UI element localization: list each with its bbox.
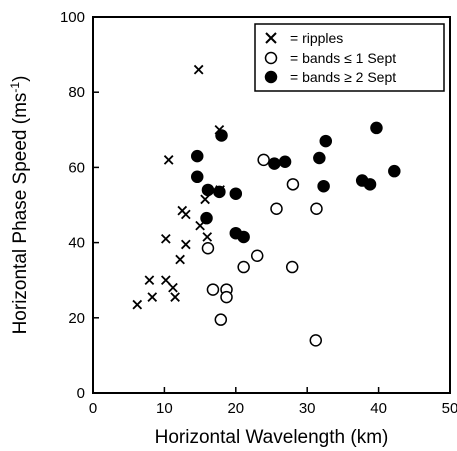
band-early-point [310,202,323,216]
ripple-point [180,239,191,250]
band-early-point [237,260,250,274]
band-late-point [370,121,383,135]
band-early-point [285,260,299,274]
band-late-point [319,134,333,148]
ripple-point [193,64,204,75]
legend-marker-bands-late [264,70,278,84]
ripple-point [160,234,171,244]
band-late-point [200,211,213,225]
y-tick-label: 20 [68,310,85,327]
band-early-point [206,283,220,296]
legend-label-bands-late: = bands ≥ 2 Sept [290,69,396,85]
legend-marker-ripples [265,32,277,44]
ripple-point [168,282,178,293]
band-late-point [388,164,401,178]
y-axis-label: Horizontal Phase Speed (ms-1) [8,76,31,335]
ripple-point [163,155,174,165]
x-tick-label: 0 [89,400,97,417]
legend-label-bands-early: = bands ≤ 1 Sept [290,50,396,66]
band-late-point [215,129,228,142]
data-points [132,64,401,347]
ripple-point [200,194,210,205]
band-late-point [190,149,204,163]
band-late-point [313,151,326,165]
band-early-point [220,290,233,304]
ripple-point [202,232,213,242]
legend-box [254,23,445,92]
band-late-point [317,179,330,193]
ripple-point [144,275,155,286]
band-late-point [268,157,281,170]
y-tick-label: 100 [60,9,85,26]
y-tick-label: 80 [68,84,85,101]
x-tick-label: 10 [156,400,173,417]
legend-label-ripples: = ripples [290,30,343,46]
plot-frame [92,16,451,394]
ripple-point [180,209,191,220]
band-early-point [309,334,323,347]
ripple-point [160,275,171,286]
legend-marker-bands-early [264,51,278,65]
band-early-point [214,313,228,326]
ripple-point [170,292,180,302]
x-tick-label: 40 [370,400,387,417]
y-tick-label: 60 [68,159,85,176]
band-early-point [250,249,264,263]
band-early-point [286,178,300,191]
y-tick-label: 40 [68,235,85,252]
x-tick-label: 50 [442,400,457,417]
x-axis-label: Horizontal Wavelength (km) [155,427,389,448]
band-late-point [190,170,204,184]
legend: = ripples = bands ≤ 1 Sept = bands ≥ 2 S… [254,23,445,92]
ripple-point [132,299,143,310]
band-early-point [201,241,215,255]
band-late-point [229,187,243,200]
band-early-point [257,153,270,167]
axis-ticks: 0 10 20 30 40 50 0 20 40 60 80 100 [60,9,457,417]
band-late-point [278,155,292,169]
band-early-point [270,202,283,216]
y-tick-label: 0 [77,385,85,402]
band-late-point [213,185,226,199]
band-late-point [363,178,377,191]
band-late-point [237,230,250,244]
ripple-point [147,292,158,302]
ripple-point [175,254,185,265]
x-tick-label: 20 [227,400,244,417]
band-late-point [201,183,215,197]
x-tick-label: 30 [299,400,316,417]
